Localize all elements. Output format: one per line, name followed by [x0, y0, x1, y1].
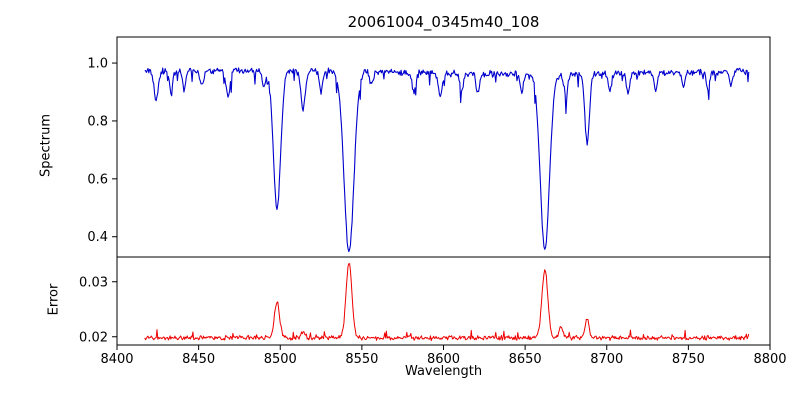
x-tick-label: 8800	[753, 352, 786, 367]
x-tick-label: 8500	[264, 352, 297, 367]
spectrum-y-tick-label: 1.0	[87, 57, 108, 72]
axis-ticks: 8400 8450 8500 8550 8600 8650 8700 8750 8800 0.4 0…	[79, 57, 787, 367]
x-tick-label: 8600	[427, 352, 460, 367]
x-tick-label: 8400	[100, 352, 133, 367]
spectrum-y-tick-label: 0.4	[87, 230, 108, 245]
error-axes-frame	[116, 256, 771, 346]
chart-title: 20061004_0345m40_108	[347, 13, 540, 31]
x-axis-label: Wavelength	[404, 364, 483, 379]
spectrum-y-tick-label: 0.6	[87, 172, 108, 187]
x-tick-label: 8450	[182, 352, 215, 367]
x-tick-label: 8750	[672, 352, 705, 367]
error-y-tick-label: 0.03	[79, 275, 108, 290]
x-tick-label: 8550	[345, 352, 378, 367]
x-tick-label: 8700	[590, 352, 623, 367]
spectrum-line-series	[144, 67, 750, 253]
x-tick-label: 8650	[509, 352, 542, 367]
spectrum-y-tick-label: 0.8	[87, 114, 108, 129]
error-y-tick-label: 0.02	[79, 330, 108, 345]
error-line-series	[144, 263, 750, 342]
